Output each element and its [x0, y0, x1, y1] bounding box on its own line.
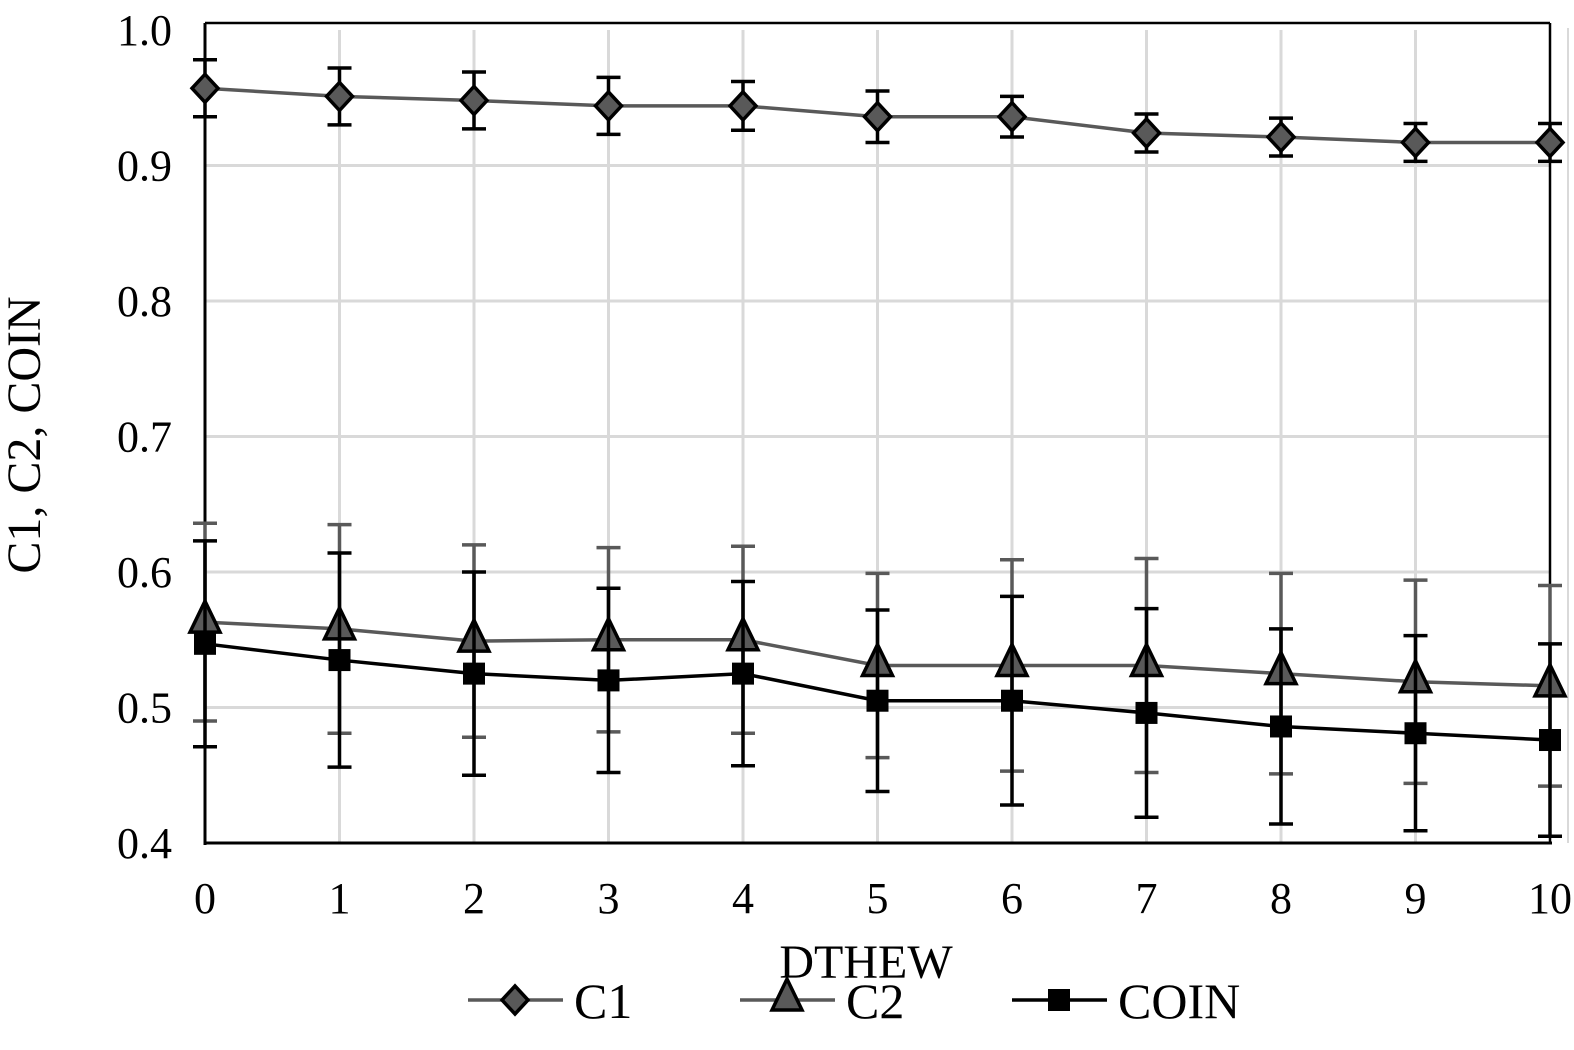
square-marker: [866, 689, 889, 712]
x-tick-label: 7: [1136, 874, 1158, 923]
y-tick-label: 0.5: [117, 684, 172, 733]
x-tick-label: 0: [194, 874, 216, 923]
legend: C1 C2 COIN: [468, 973, 1240, 1029]
y-tick-label: 0.8: [117, 277, 172, 326]
x-tick-label: 9: [1405, 874, 1427, 923]
series-c1: [189, 58, 1566, 164]
legend-item-c2: C2: [740, 973, 904, 1029]
square-marker: [463, 662, 485, 685]
diamond-marker: [499, 983, 531, 1017]
diamond-marker: [727, 89, 759, 123]
diamond-marker: [996, 100, 1028, 134]
diamond-marker: [1400, 125, 1431, 160]
tick-labels: 0.4 0.5 0.6 0.7 0.8 0.9 1.0 0 1 2 3 4 5 6 7 8 9 10: [117, 6, 1572, 923]
y-tick-label: 0.6: [117, 548, 172, 597]
x-tick-label: 4: [732, 874, 754, 923]
y-tick-label: 0.4: [117, 819, 172, 868]
legend-label: COIN: [1118, 973, 1240, 1029]
diamond-marker: [1265, 120, 1297, 154]
plot-frame: [203, 21, 1569, 845]
series-coin: [193, 539, 1562, 838]
legend-label: C1: [574, 973, 632, 1029]
square-marker: [328, 649, 351, 672]
triangle-marker: [769, 974, 805, 1012]
x-axis-label: DTHEW: [779, 936, 953, 989]
square-marker: [1135, 701, 1158, 724]
diamond-marker: [1534, 125, 1566, 160]
x-tick-label: 6: [1001, 874, 1023, 923]
y-tick-label: 0.9: [117, 142, 172, 191]
square-marker: [732, 662, 754, 685]
x-tick-label: 5: [867, 874, 889, 923]
x-tick-label: 3: [598, 874, 620, 923]
square-marker: [1048, 989, 1070, 1011]
y-tick-label: 0.7: [117, 413, 172, 462]
x-tick-label: 2: [463, 874, 485, 923]
diamond-marker: [324, 79, 355, 113]
x-tick-label: 10: [1528, 874, 1572, 923]
diamond-marker: [1131, 116, 1162, 150]
square-marker: [1539, 729, 1561, 752]
legend-item-c1: C1: [468, 973, 632, 1029]
square-marker: [597, 669, 620, 692]
x-tick-label: 8: [1270, 874, 1292, 923]
diamond-marker: [458, 83, 490, 118]
square-marker: [1270, 715, 1292, 738]
legend-item-coin: COIN: [1012, 973, 1240, 1029]
square-marker: [1001, 689, 1023, 712]
diamond-marker: [862, 100, 893, 134]
diamond-marker: [189, 71, 221, 105]
y-tick-label: 1.0: [117, 6, 172, 55]
legend-label: C2: [846, 973, 904, 1029]
diamond-marker: [593, 89, 624, 123]
series-layer: [187, 58, 1568, 838]
y-axis-label: C1, C2, COIN: [0, 296, 51, 573]
square-marker: [1404, 722, 1427, 745]
square-marker: [194, 632, 216, 655]
x-tick-label: 1: [329, 874, 351, 923]
